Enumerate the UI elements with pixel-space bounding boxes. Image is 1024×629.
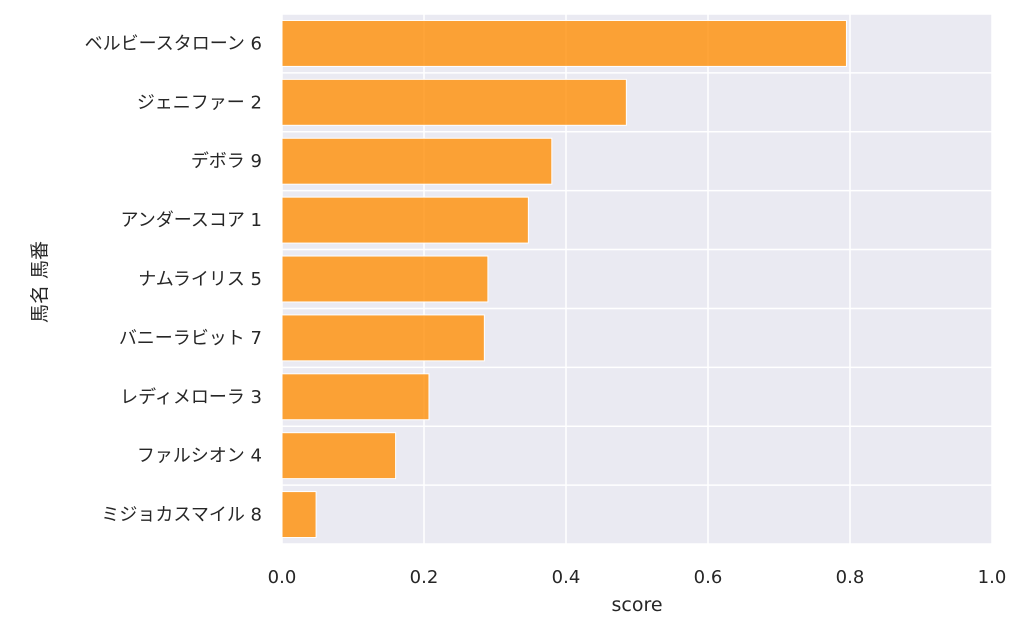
bar [281, 314, 485, 362]
x-tick-label: 0.8 [836, 567, 865, 588]
y-axis-title: 馬名 馬番 [29, 241, 51, 323]
category-label: アンダースコア 1 [120, 210, 262, 231]
x-tick-label: 0.2 [410, 567, 439, 588]
bar [281, 19, 847, 67]
bar [281, 432, 397, 480]
bar [281, 491, 317, 539]
category-label: ナムライリス 5 [138, 269, 262, 290]
bar [281, 196, 529, 244]
category-label: ミジョカスマイル 8 [101, 505, 262, 526]
category-labels: ベルビースタローン 6 ジェニファー 2 デボラ 9 アンダースコア 1 ナムライリス … [85, 33, 262, 525]
x-tick-label: 0.4 [552, 567, 581, 588]
category-label: ベルビースタローン 6 [85, 33, 262, 54]
x-axis-title: score [611, 594, 662, 616]
x-tick-labels: 0.0 0.2 0.4 0.6 0.8 1.0 [268, 567, 1007, 588]
bar [281, 255, 489, 303]
x-tick-label: 0.6 [694, 567, 723, 588]
category-label: バニーラビット 7 [119, 328, 262, 349]
x-tick-label: 0.0 [268, 567, 297, 588]
category-label: デボラ 9 [191, 151, 262, 172]
x-tick-label: 1.0 [978, 567, 1007, 588]
category-label: ファルシオン 4 [137, 446, 262, 467]
category-label: レディメローラ 3 [120, 387, 262, 408]
bar [281, 373, 430, 421]
bar [281, 137, 553, 185]
bars [281, 19, 847, 539]
bar [281, 78, 627, 126]
category-label: ジェニファー 2 [137, 92, 262, 113]
